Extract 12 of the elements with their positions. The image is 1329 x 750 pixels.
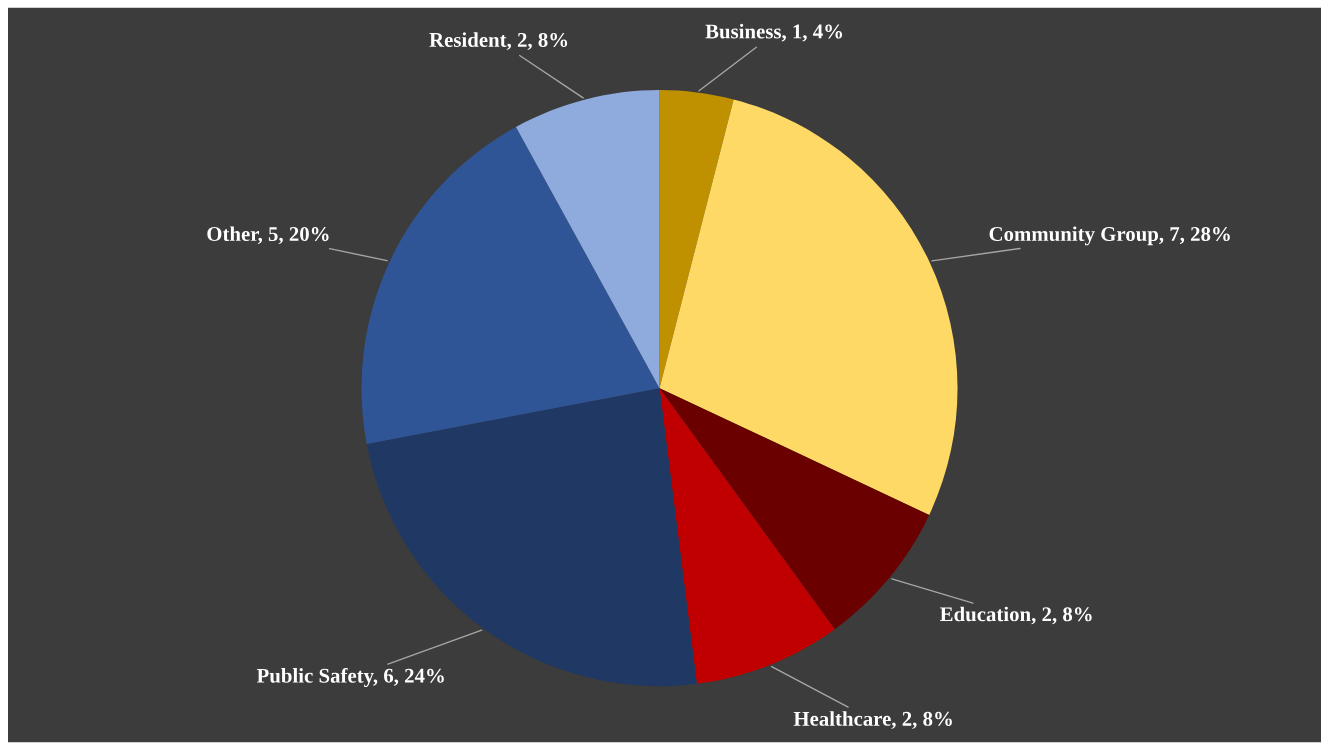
slice-label: Community Group, 7, 28% (989, 226, 1230, 246)
slice-label: Public Safety, 6, 24% (256, 667, 444, 688)
pie-slice (361, 126, 660, 444)
slice-label: Healthcare, 2, 8% (793, 711, 952, 729)
slice-label: Resident, 2, 8% (429, 32, 568, 50)
pie-slice (659, 388, 835, 684)
slice-label: Other, 5, 20% (207, 226, 329, 245)
slice-label: Education, 2, 8% (940, 606, 1092, 625)
pie-slice (515, 90, 660, 389)
slice-label: Business, 1, 4% (705, 23, 843, 42)
pie-slice (659, 99, 958, 516)
pie-slice (659, 388, 930, 630)
